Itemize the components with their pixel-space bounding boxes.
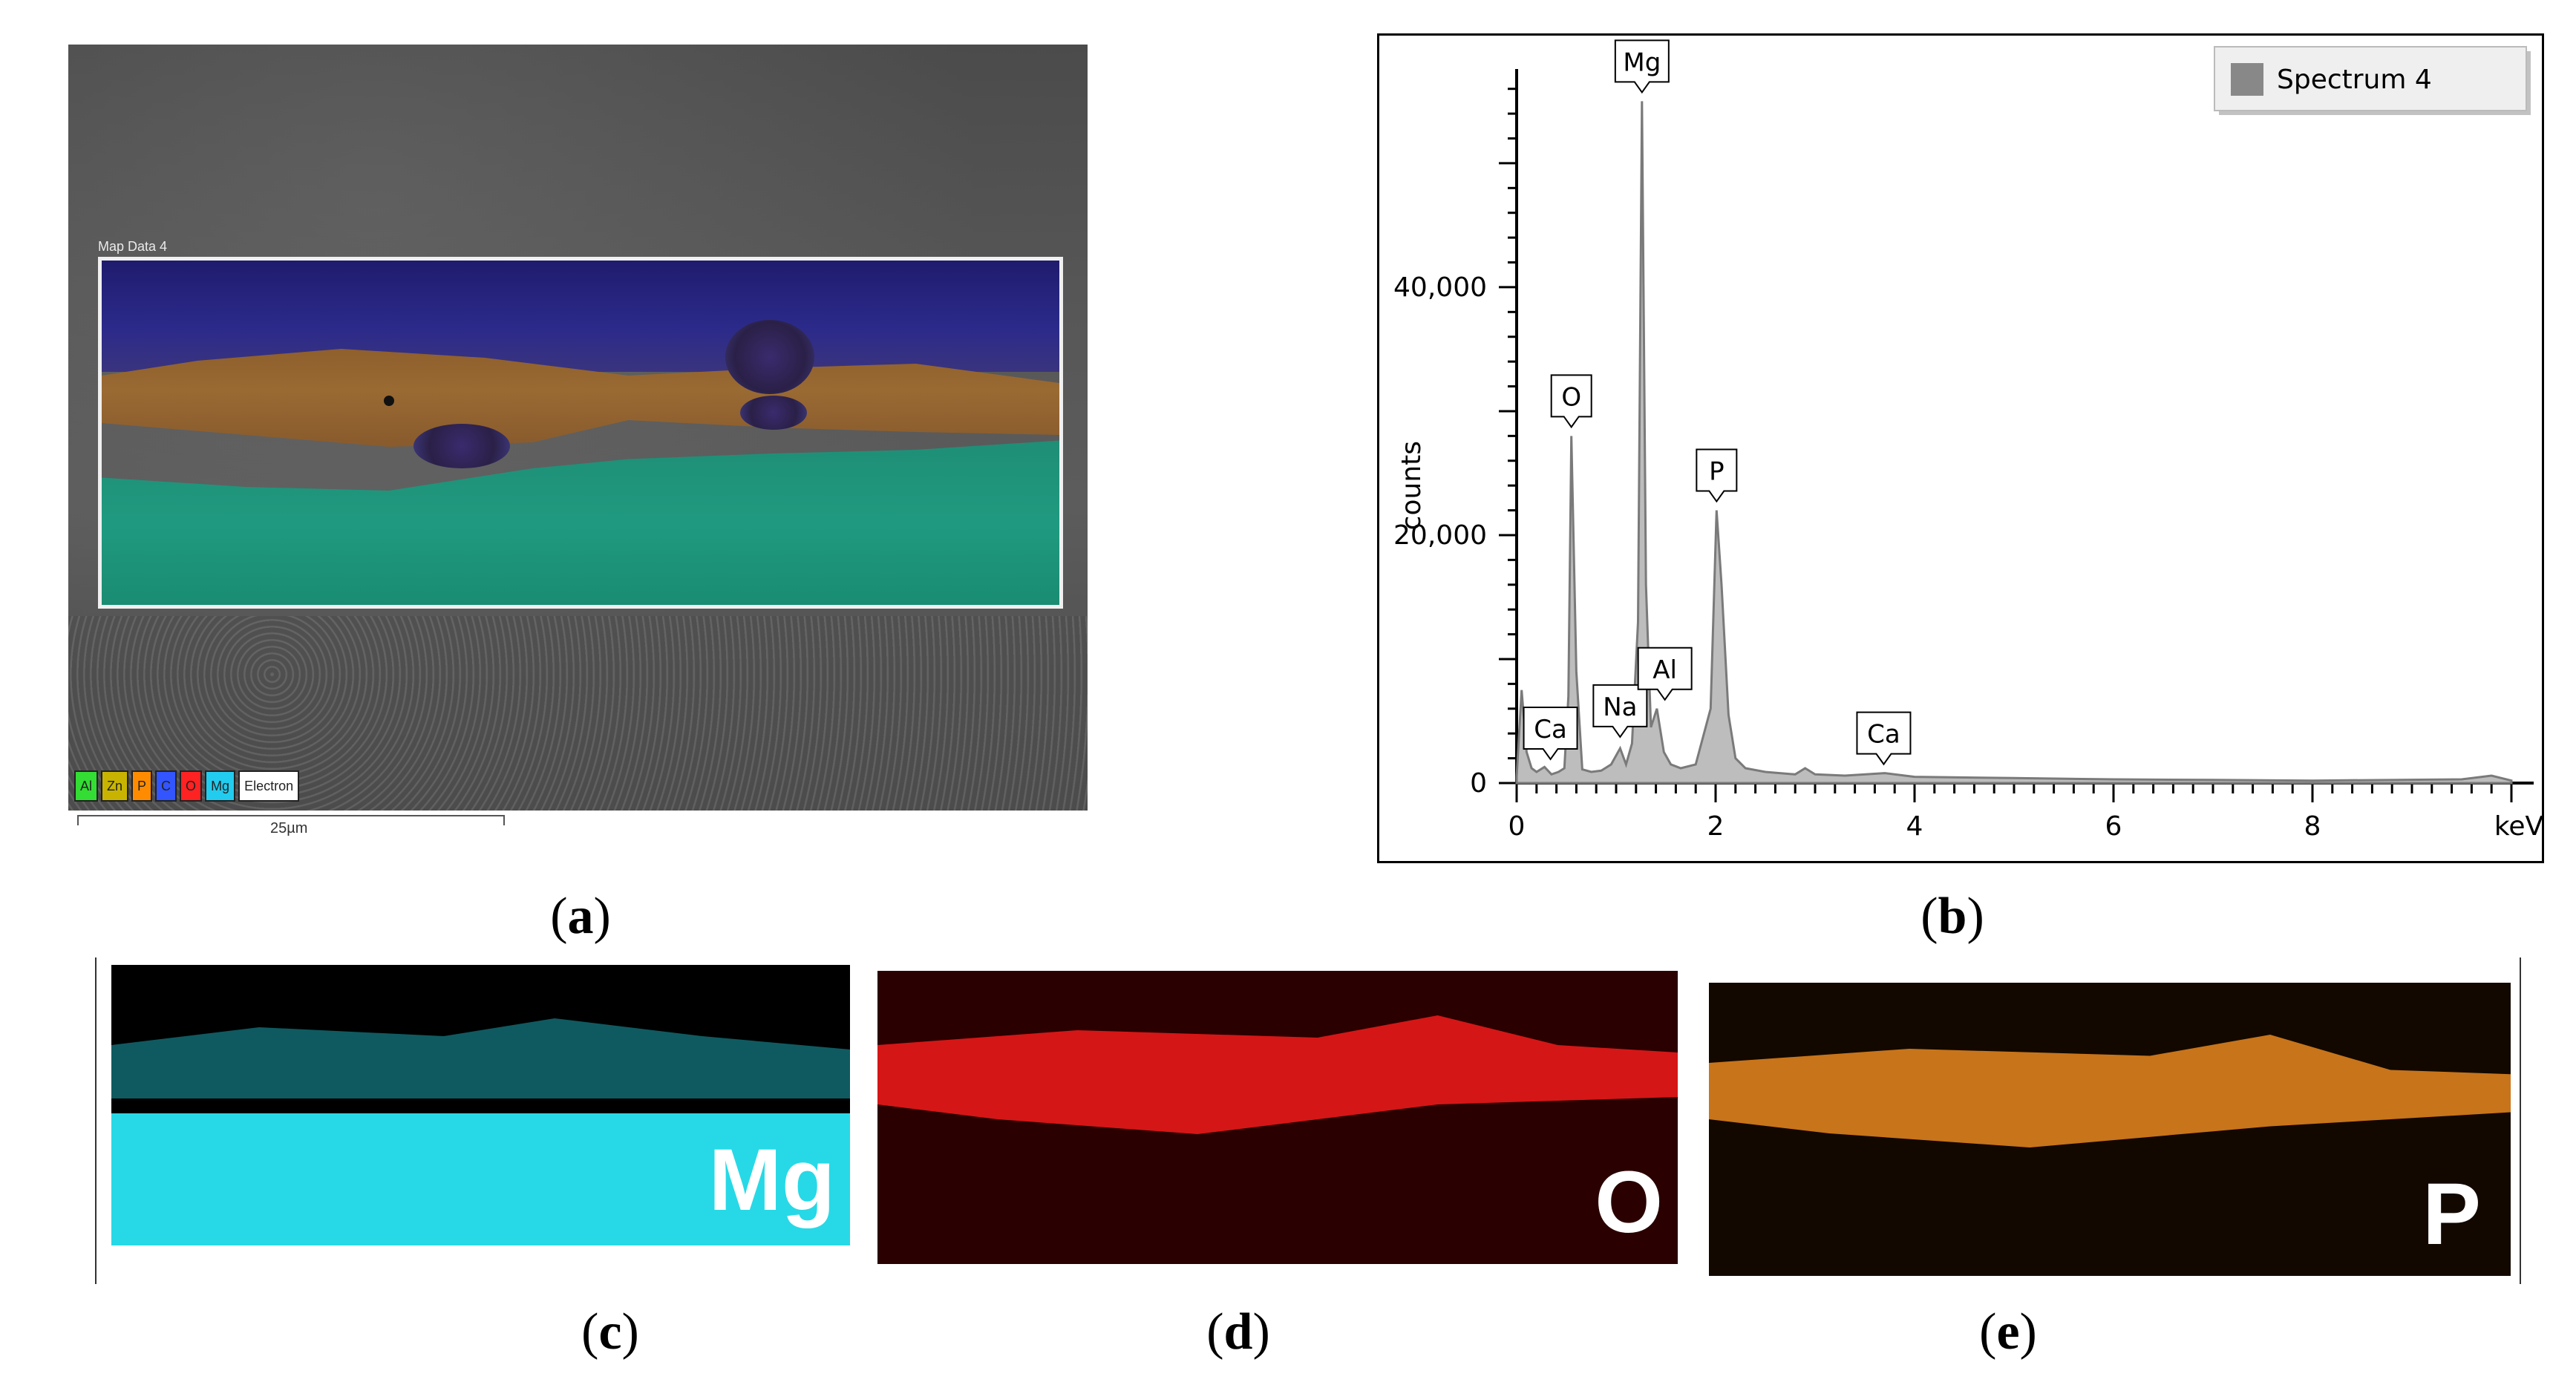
caption-c: (c) <box>581 1303 639 1361</box>
peak-label-na: Na <box>1603 692 1637 722</box>
carbon-layer <box>102 261 1059 372</box>
spectrum-chart: 0 2 4 6 8 keV 0 20,000 40,000 counts Ca O Na Mg Al P Ca S… <box>1393 39 2542 842</box>
x-tick-label: 4 <box>1906 811 1923 842</box>
legend-chip-p: P <box>131 770 153 802</box>
mg-map-panel: Mg <box>111 965 850 1245</box>
peak-label-mg: Mg <box>1623 48 1661 77</box>
scale-bar <box>77 815 505 825</box>
scale-bar-label: 25µm <box>270 820 308 836</box>
pore <box>740 396 807 430</box>
x-axis-label: keV <box>2494 811 2542 842</box>
p-map-panel: P <box>1709 983 2511 1276</box>
spectrum-series <box>1515 101 2513 785</box>
map-title: Map Data 4 <box>98 239 168 254</box>
legend-chip-zn: Zn <box>101 770 129 802</box>
legend-chip-o: O <box>180 770 203 802</box>
peak-label-ca: Ca <box>1867 720 1900 750</box>
x-tick-label: 8 <box>2304 811 2321 842</box>
sem-image-panel: Map Data 4 Al Zn P C O Mg Electron <box>68 45 1088 811</box>
eds-spectrum-panel: 0 2 4 6 8 keV 0 20,000 40,000 counts Ca O Na Mg Al P Ca S… <box>1377 33 2544 863</box>
caption-a: (a) <box>550 888 611 945</box>
y-tick-label: 20,000 <box>1393 520 1487 551</box>
substrate-texture <box>68 616 1088 811</box>
legend-box <box>2214 46 2527 111</box>
eds-map-overlay <box>98 257 1063 609</box>
peak-label-box <box>1856 711 1912 766</box>
pore <box>384 396 394 406</box>
legend-chip-electron: Electron <box>238 770 300 802</box>
peak-label-ca: Ca <box>1534 715 1567 744</box>
peak-label-box <box>1550 374 1592 429</box>
legend-label: Spectrum 4 <box>2277 65 2432 95</box>
pore <box>413 424 510 468</box>
peak-label-o: O <box>1561 382 1581 412</box>
legend-chip-al: Al <box>74 770 99 802</box>
element-label-mg: Mg <box>708 1131 835 1229</box>
x-tick-label: 0 <box>1508 811 1526 842</box>
y-tick-label: 40,000 <box>1393 272 1487 303</box>
x-tick-label: 6 <box>2105 811 2122 842</box>
element-legend: Al Zn P C O Mg Electron <box>74 770 300 802</box>
peak-label-al: Al <box>1653 655 1677 685</box>
frame-right-line <box>2520 957 2521 1284</box>
mg-substrate <box>111 1113 850 1245</box>
caption-e: (e) <box>1979 1303 2037 1361</box>
o-map-panel: O <box>877 971 1678 1264</box>
element-label-o: O <box>1595 1153 1663 1251</box>
pore <box>725 320 814 394</box>
element-label-p: P <box>2422 1165 2481 1263</box>
peak-label-box <box>1637 646 1693 701</box>
legend-chip-c: C <box>155 770 177 802</box>
peak-label-box <box>1696 448 1738 503</box>
legend-swatch <box>2231 63 2263 96</box>
magnesium-substrate-layer <box>102 440 1059 605</box>
frame-left-line <box>95 957 97 1284</box>
peak-label-box <box>1592 684 1648 739</box>
caption-d: (d) <box>1206 1303 1270 1361</box>
y-tick-label: 0 <box>1470 768 1487 799</box>
peak-label-box <box>1614 39 1670 94</box>
peak-label-p: P <box>1709 457 1725 487</box>
caption-b: (b) <box>1920 888 1984 945</box>
y-axis-label: counts <box>1396 441 1427 530</box>
peak-label-box <box>1523 706 1578 761</box>
legend-chip-mg: Mg <box>205 770 236 802</box>
x-tick-label: 2 <box>1707 811 1725 842</box>
